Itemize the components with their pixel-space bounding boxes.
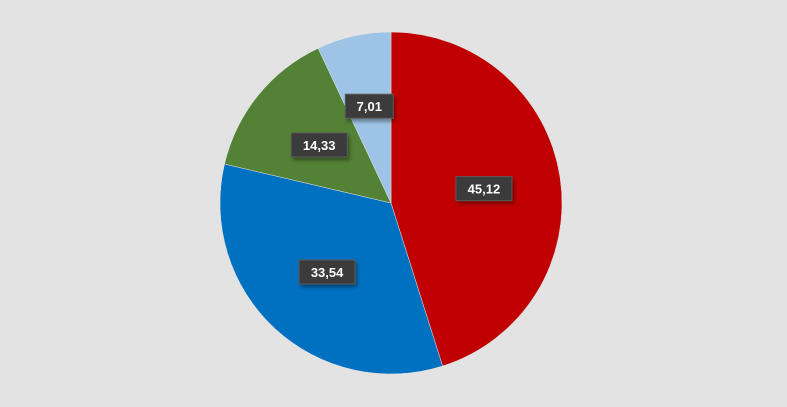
pie-slices	[219, 31, 563, 375]
pie-data-label: 33,54	[298, 259, 356, 285]
pie-data-label: 7,01	[344, 93, 394, 119]
pie-data-label-box	[290, 132, 348, 158]
pie-data-label-text: 14,33	[303, 138, 336, 153]
pie-data-label-box	[344, 93, 394, 119]
pie-data-label-text: 7,01	[357, 99, 382, 114]
pie-slice	[224, 47, 392, 204]
pie-data-label-box	[298, 259, 356, 285]
pie-data-label-text: 45,12	[468, 182, 501, 197]
pie-data-label: 45,12	[455, 176, 513, 202]
pie-data-label-box	[455, 176, 513, 202]
pie-data-label-text: 33,54	[311, 265, 344, 280]
pie-data-label: 14,33	[290, 132, 348, 158]
pie-data-labels: 45,12 33,54 14,33 7,01	[290, 93, 513, 285]
